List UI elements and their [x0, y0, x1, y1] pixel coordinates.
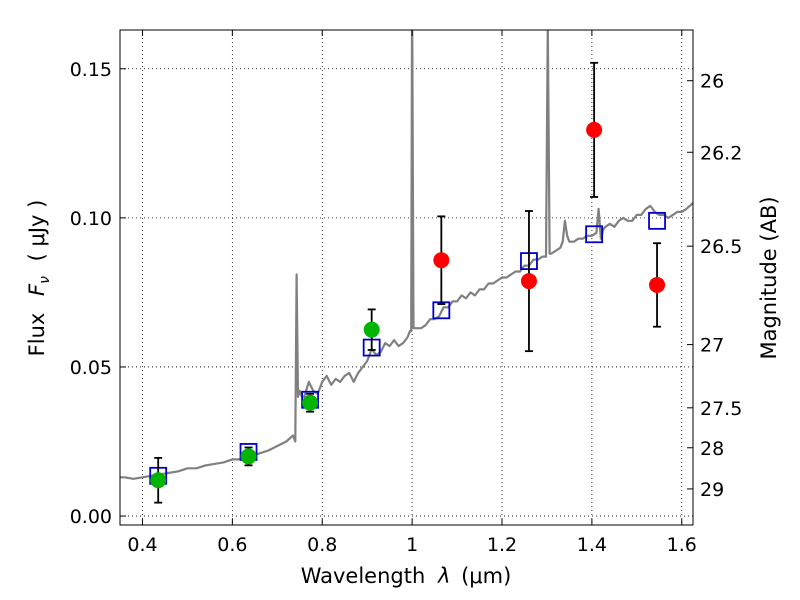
model-square-6 — [585, 225, 604, 244]
y-tick-label-3: 0.15 — [70, 59, 112, 81]
y-tick-label-1: 0.05 — [70, 357, 112, 379]
data-point-2-0 — [150, 472, 167, 489]
x-tick-label-2: 0.8 — [307, 534, 337, 556]
tick-layer: 0.4 0.6 0.8 1 1.2 1.4 1.6 0.00 0.05 0.10 0.15 26 26.… — [70, 30, 742, 556]
data-point-2-3 — [363, 321, 380, 338]
right-tick-label-0: 26 — [700, 71, 724, 93]
data-point-3-3 — [649, 276, 666, 293]
plot-frame — [119, 29, 694, 526]
markers-layer — [149, 61, 666, 504]
right-tick-label-6: 29 — [700, 479, 724, 501]
x-tick-label-5: 1.4 — [577, 534, 607, 556]
x-tick-label-4: 1.2 — [487, 534, 517, 556]
data-point-3-2 — [586, 121, 603, 138]
right-tick-label-1: 26.2 — [700, 142, 742, 164]
data-point-2-1 — [240, 448, 257, 465]
right-tick-label-2: 26.5 — [700, 236, 742, 258]
x-tick-label-6: 1.6 — [667, 534, 697, 556]
y-tick-label-2: 0.10 — [70, 208, 112, 230]
right-tick-label-3: 27 — [700, 335, 724, 357]
y-axis-label: Flux Fν ( μJy ) — [25, 200, 54, 357]
x-axis-label: Wavelength λ (μm) — [301, 564, 512, 588]
data-point-2-2 — [302, 394, 319, 411]
spectrum-layer — [120, 30, 693, 480]
grid-lines — [120, 30, 693, 525]
model-square-7 — [648, 211, 666, 230]
right-axis-label: Magnitude (AB) — [757, 196, 781, 359]
x-tick-label-1: 0.6 — [217, 534, 247, 556]
right-tick-label-4: 27.5 — [700, 398, 742, 420]
data-point-3-1 — [520, 273, 537, 290]
right-tick-label-5: 28 — [700, 438, 724, 460]
spectrum-line — [120, 30, 693, 480]
x-tick-label-3: 1 — [406, 534, 418, 556]
x-tick-label-0: 0.4 — [127, 534, 157, 556]
y-tick-label-0: 0.00 — [70, 506, 112, 528]
data-point-3-0 — [433, 252, 450, 269]
